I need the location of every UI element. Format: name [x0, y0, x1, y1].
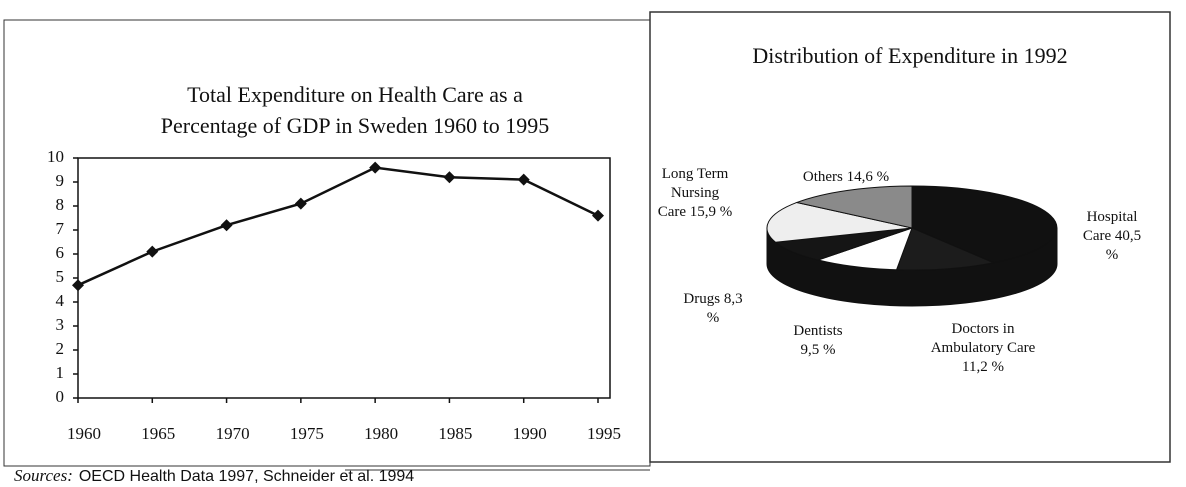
y-tick-label: 9 — [56, 171, 65, 190]
marker — [220, 219, 233, 232]
x-tick-label: 1985 — [438, 424, 472, 443]
y-tick-label: 8 — [56, 195, 65, 214]
x-tick-label: 1995 — [587, 424, 621, 443]
y-tick-label: 7 — [56, 219, 65, 238]
y-tick-label: 0 — [56, 387, 65, 406]
pie-category: Others — [802, 169, 843, 185]
pie-category: Drugs — [683, 291, 721, 307]
pie-category: Long Term Nursing Care — [657, 166, 729, 220]
pie-value-label: 9,5 % — [800, 342, 836, 358]
x-tick-label: 1965 — [141, 424, 175, 443]
x-tick-label: 1970 — [216, 424, 250, 443]
pie-slice — [911, 185, 1058, 264]
pie-value-label: 8,3 % — [706, 291, 743, 326]
pie-category: Hospital Care — [1082, 209, 1138, 244]
footer: Sources: OECD Health Data 1997, Schneider… — [14, 466, 414, 486]
pie-value-label: 15,9 % — [689, 204, 733, 220]
marker — [443, 171, 456, 184]
y-tick-label: 6 — [56, 243, 65, 262]
marker — [294, 197, 307, 210]
source: OECD Health Data 1997, Schneider et al. … — [78, 468, 415, 485]
pie-slice — [795, 185, 913, 229]
pie-label: Doctors in Ambulatory Care 11,2 % — [928, 320, 1038, 377]
pie-title: Distribution of Expenditure in 1992 — [752, 43, 1067, 68]
y-tick-label: 1 — [56, 363, 65, 382]
marker — [146, 245, 159, 258]
y-tick-label: 2 — [56, 339, 65, 358]
x-tick-label: 1960 — [67, 424, 101, 443]
x-tick-label: 1980 — [364, 424, 398, 443]
line-title: Total Expenditure on Health Care as a — [187, 82, 523, 107]
pie-label: Dentists 9,5 % — [783, 322, 853, 360]
pie-slice — [766, 201, 913, 243]
y-tick-label: 3 — [56, 315, 65, 334]
marker — [72, 279, 84, 292]
pie-category: Doctors in Ambulatory Care — [930, 321, 1036, 356]
marker — [369, 161, 382, 174]
line — [77, 166, 599, 287]
pie-label: Drugs 8,3 % — [683, 290, 743, 328]
pie-value-label: 11,2 % — [962, 359, 1004, 375]
line-subtitle: Percentage of GDP in Sweden 1960 to 1995 — [161, 113, 549, 138]
x-tick-label: 1975 — [290, 424, 324, 443]
pie-value-label: 14,6 % — [846, 169, 890, 185]
marker — [592, 209, 604, 222]
source-label: Sources: — [14, 466, 73, 485]
plot-frame — [77, 157, 611, 399]
y-tick-label: 5 — [56, 267, 65, 286]
pie-label: Long Term Nursing Care 15,9 % — [655, 165, 735, 222]
y-tick-label: 4 — [56, 291, 65, 310]
pie-label: Hospital Care 40,5 % — [1077, 208, 1147, 265]
marker — [517, 173, 530, 186]
pie-label: Others 14,6 % — [766, 168, 926, 187]
x-tick-label: 1990 — [513, 424, 547, 443]
right-panel — [649, 11, 1171, 463]
y-tick-label: 10 — [47, 147, 64, 166]
pie — [766, 185, 1058, 307]
pie-category: Dentists — [793, 323, 843, 339]
pie-slice — [816, 227, 913, 271]
pie-value-label: 40,5 % — [1105, 228, 1142, 263]
pie-slice — [895, 227, 996, 271]
